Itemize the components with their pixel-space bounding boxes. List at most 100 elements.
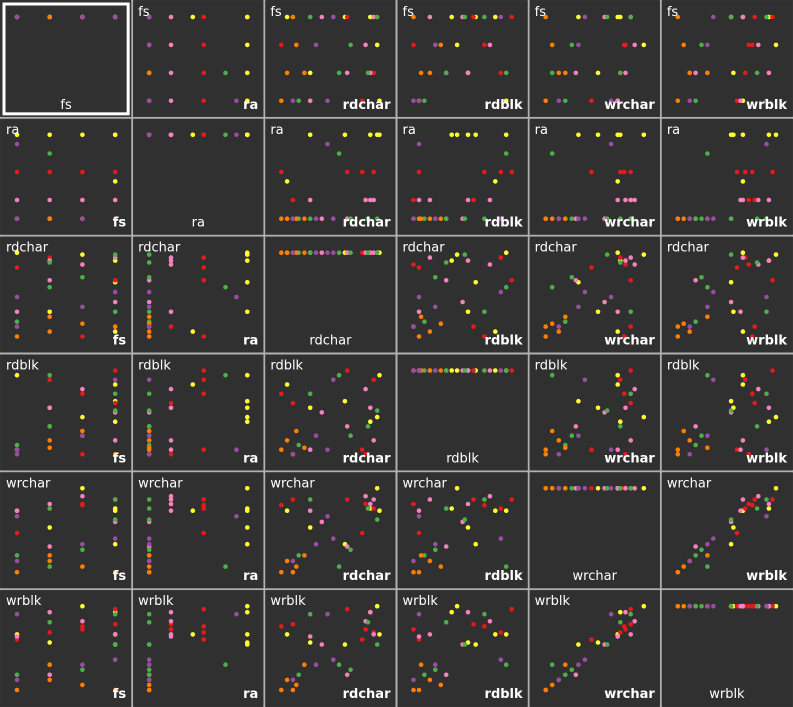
- data-point: [738, 603, 743, 609]
- data-point: [498, 216, 504, 221]
- plot-cell-wrblk-rdblk[interactable]: wrblk rdblk: [397, 590, 528, 706]
- data-point: [47, 672, 52, 678]
- plot-cell-ra-rdblk[interactable]: ra rdblk: [397, 118, 528, 235]
- data-point: [290, 677, 296, 683]
- data-point: [454, 368, 460, 373]
- data-point: [80, 197, 85, 203]
- data-point: [411, 368, 416, 373]
- plot-cell-fs-wrblk[interactable]: fs wrblk: [661, 1, 792, 117]
- data-point: [201, 606, 206, 612]
- plot-cell-wrblk-wrblk[interactable]: wrblk: [661, 590, 792, 706]
- plot-cell-wrchar-wrblk[interactable]: wrchar wrblk: [661, 472, 792, 589]
- data-point: [427, 14, 433, 20]
- plot-cell-fs-rdblk[interactable]: fs rdblk: [397, 1, 528, 117]
- cell-background: [265, 1, 396, 117]
- data-point: [411, 14, 416, 20]
- plot-cell-rdchar-wrchar[interactable]: rdchar wrchar: [529, 236, 660, 353]
- data-point: [728, 252, 734, 257]
- plot-cell-wrblk-wrchar[interactable]: wrblk wrchar: [529, 590, 660, 706]
- cell-background: [397, 590, 528, 706]
- data-point: [618, 630, 623, 635]
- plot-cell-rdchar-wrblk[interactable]: rdchar wrblk: [661, 236, 792, 353]
- plot-cell-rdblk-rdblk[interactable]: rdblk: [397, 354, 528, 471]
- plot-cell-fs-wrchar[interactable]: fs wrchar: [529, 1, 660, 117]
- data-point: [363, 452, 368, 457]
- plot-cell-ra-ra[interactable]: ra: [133, 118, 264, 235]
- plot-cell-wrchar-wrchar[interactable]: wrchar: [529, 472, 660, 589]
- data-point: [482, 14, 487, 20]
- data-point: [284, 70, 290, 76]
- data-point: [675, 334, 681, 339]
- data-point: [80, 275, 85, 280]
- plot-cell-ra-wrblk[interactable]: ra wrblk: [661, 118, 792, 235]
- plot-cell-rdchar-rdchar[interactable]: rdchar: [265, 236, 396, 353]
- data-point: [416, 197, 422, 203]
- data-point: [146, 517, 152, 522]
- data-point: [146, 98, 152, 104]
- data-point: [344, 497, 350, 502]
- plot-cell-wrchar-rdchar[interactable]: wrchar rdchar: [265, 472, 396, 589]
- plot-cell-fs-fs[interactable]: fs: [1, 1, 132, 117]
- plot-cell-ra-rdchar[interactable]: ra rdchar: [265, 118, 396, 235]
- data-point: [589, 98, 594, 104]
- data-point: [693, 98, 698, 104]
- data-point: [146, 662, 152, 667]
- data-point: [201, 391, 206, 397]
- plot-cell-rdchar-rdblk[interactable]: rdchar rdblk: [397, 236, 528, 353]
- data-point: [705, 314, 710, 320]
- data-point: [543, 324, 548, 329]
- data-point: [418, 70, 424, 76]
- plot-cell-rdblk-fs[interactable]: rdblk fs: [1, 354, 132, 471]
- plot-cell-ra-wrchar[interactable]: ra wrchar: [529, 118, 660, 235]
- data-point: [595, 132, 601, 138]
- data-point: [279, 216, 284, 221]
- data-point: [740, 438, 746, 443]
- data-point: [438, 42, 444, 48]
- data-point: [687, 216, 692, 221]
- plot-cell-fs-rdchar[interactable]: fs rdchar: [265, 1, 396, 117]
- plot-cell-wrchar-rdblk[interactable]: wrchar rdblk: [397, 472, 528, 589]
- data-point: [740, 372, 746, 378]
- plot-cell-ra-fs[interactable]: ra fs: [1, 118, 132, 235]
- data-point: [623, 262, 628, 267]
- data-point: [190, 329, 196, 334]
- plot-cell-rdblk-wrchar[interactable]: rdblk wrchar: [529, 354, 660, 471]
- plot-cell-rdblk-rdchar[interactable]: rdblk rdchar: [265, 354, 396, 471]
- data-point: [728, 216, 734, 221]
- data-point: [302, 445, 307, 451]
- data-point: [284, 438, 290, 443]
- data-point: [47, 620, 52, 625]
- data-point: [693, 553, 698, 558]
- data-point: [168, 309, 174, 315]
- data-point: [443, 278, 449, 283]
- plot-cell-rdchar-fs[interactable]: rdchar fs: [1, 236, 132, 353]
- plot-cell-fs-ra[interactable]: fs ra: [133, 1, 264, 117]
- data-point: [576, 642, 581, 647]
- data-point: [576, 662, 581, 667]
- data-point: [201, 14, 206, 20]
- plot-cell-rdblk-wrblk[interactable]: rdblk wrblk: [661, 354, 792, 471]
- data-point: [348, 42, 353, 48]
- data-point: [80, 433, 85, 439]
- data-point: [201, 368, 206, 373]
- data-point: [604, 216, 610, 221]
- plot-cell-wrchar-ra[interactable]: wrchar ra: [133, 472, 264, 589]
- data-point: [290, 250, 296, 255]
- data-point: [503, 250, 509, 255]
- data-point: [290, 14, 296, 20]
- plot-cell-wrblk-ra[interactable]: wrblk ra: [133, 590, 264, 706]
- plot-cell-wrblk-fs[interactable]: wrblk fs: [1, 590, 132, 706]
- plot-cell-rdblk-ra[interactable]: rdblk ra: [133, 354, 264, 471]
- data-point: [146, 569, 152, 575]
- data-point: [681, 564, 686, 569]
- plot-cell-wrblk-rdchar[interactable]: wrblk rdchar: [265, 590, 396, 706]
- data-point: [201, 630, 206, 635]
- y-variable-label: rdblk: [667, 359, 700, 374]
- data-point: [245, 609, 250, 615]
- plot-cell-rdchar-ra[interactable]: rdchar ra: [133, 236, 264, 353]
- data-point: [371, 438, 377, 443]
- diagonal-variable-label: wrchar: [573, 569, 618, 584]
- data-point: [307, 98, 313, 104]
- plot-cell-wrchar-fs[interactable]: wrchar fs: [1, 472, 132, 589]
- data-point: [14, 372, 20, 378]
